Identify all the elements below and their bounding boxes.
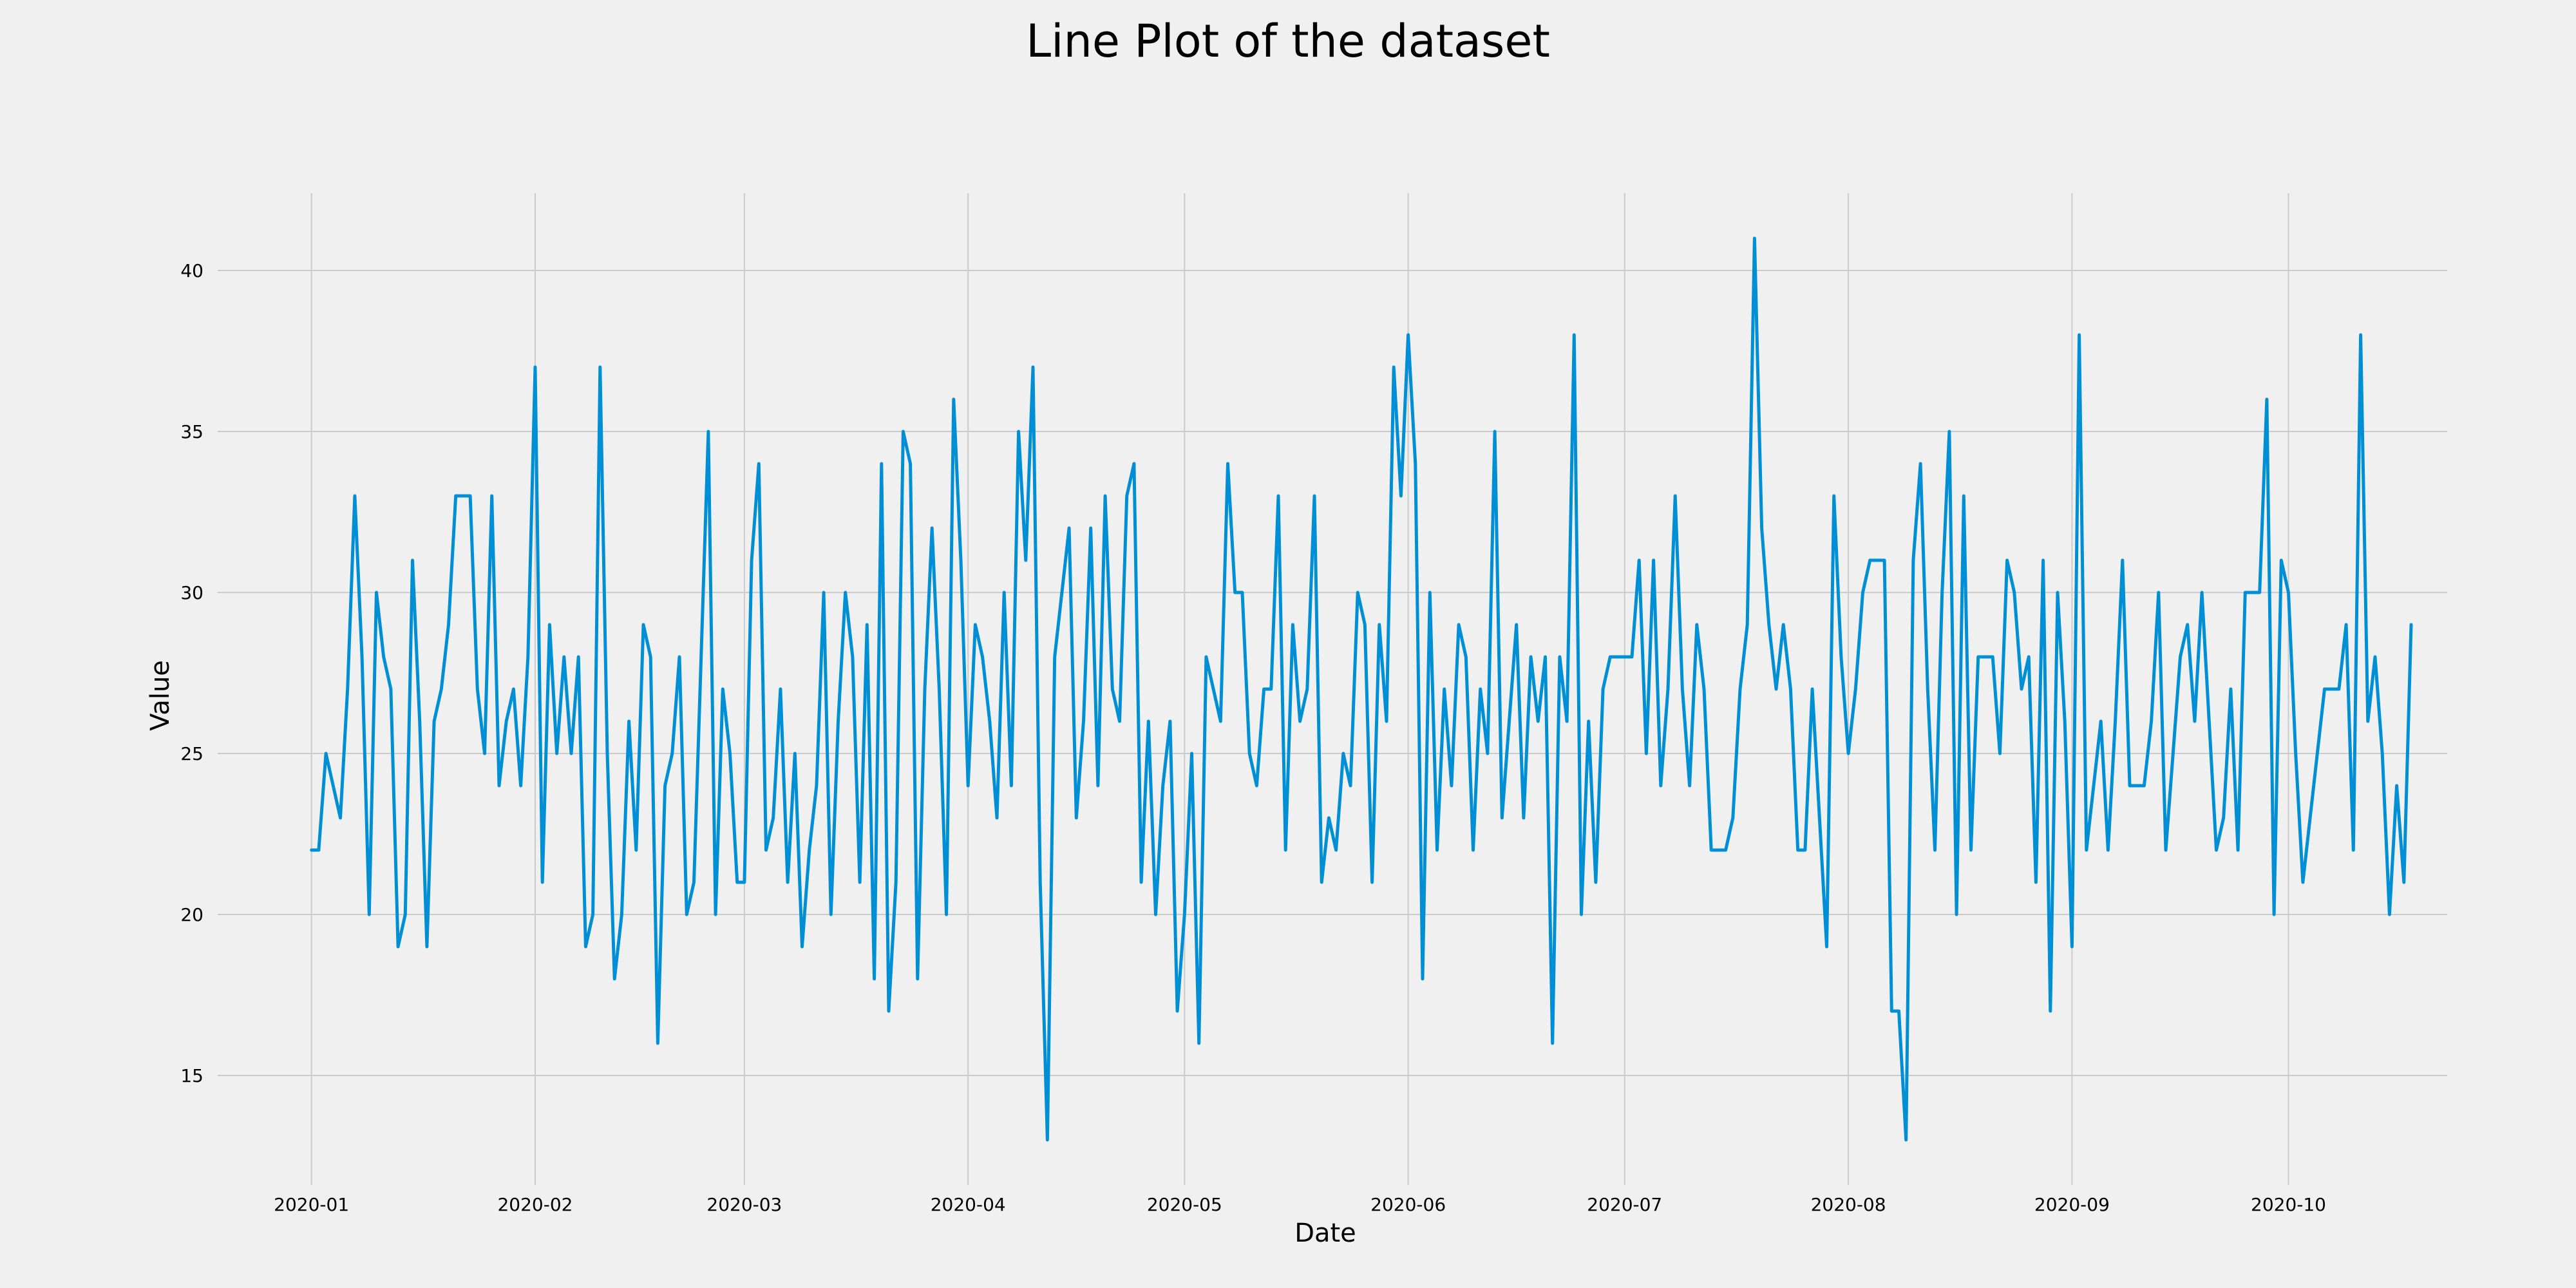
x-tick-label: 2020-04 bbox=[931, 1194, 1006, 1215]
x-tick-label: 2020-05 bbox=[1147, 1194, 1222, 1215]
x-tick-label: 2020-01 bbox=[274, 1194, 349, 1215]
x-tick-label: 2020-08 bbox=[1811, 1194, 1886, 1215]
x-axis-label: Date bbox=[1294, 1218, 1356, 1248]
series-line bbox=[310, 236, 2413, 1142]
series-group bbox=[310, 236, 2413, 1142]
x-tick-labels: 2020-01 2020-02 2020-03 2020-04 2020-05 2020-… bbox=[274, 1194, 2326, 1215]
gridlines bbox=[218, 193, 2447, 1185]
y-tick-label: 20 bbox=[180, 904, 204, 925]
y-tick-label: 35 bbox=[180, 421, 204, 442]
y-tick-labels: 15 20 25 30 35 40 bbox=[180, 260, 204, 1086]
y-tick-label: 40 bbox=[180, 260, 204, 281]
x-tick-label: 2020-06 bbox=[1370, 1194, 1446, 1215]
chart-title: Line Plot of the dataset bbox=[1026, 15, 1550, 68]
x-tick-label: 2020-09 bbox=[2034, 1194, 2110, 1215]
x-tick-label: 2020-07 bbox=[1587, 1194, 1662, 1215]
y-tick-label: 25 bbox=[180, 743, 204, 764]
y-axis-label: Value bbox=[146, 660, 175, 731]
y-tick-label: 30 bbox=[180, 582, 204, 603]
y-tick-label: 15 bbox=[180, 1065, 204, 1086]
x-tick-label: 2020-10 bbox=[2251, 1194, 2326, 1215]
x-tick-label: 2020-03 bbox=[706, 1194, 782, 1215]
x-tick-label: 2020-02 bbox=[497, 1194, 573, 1215]
